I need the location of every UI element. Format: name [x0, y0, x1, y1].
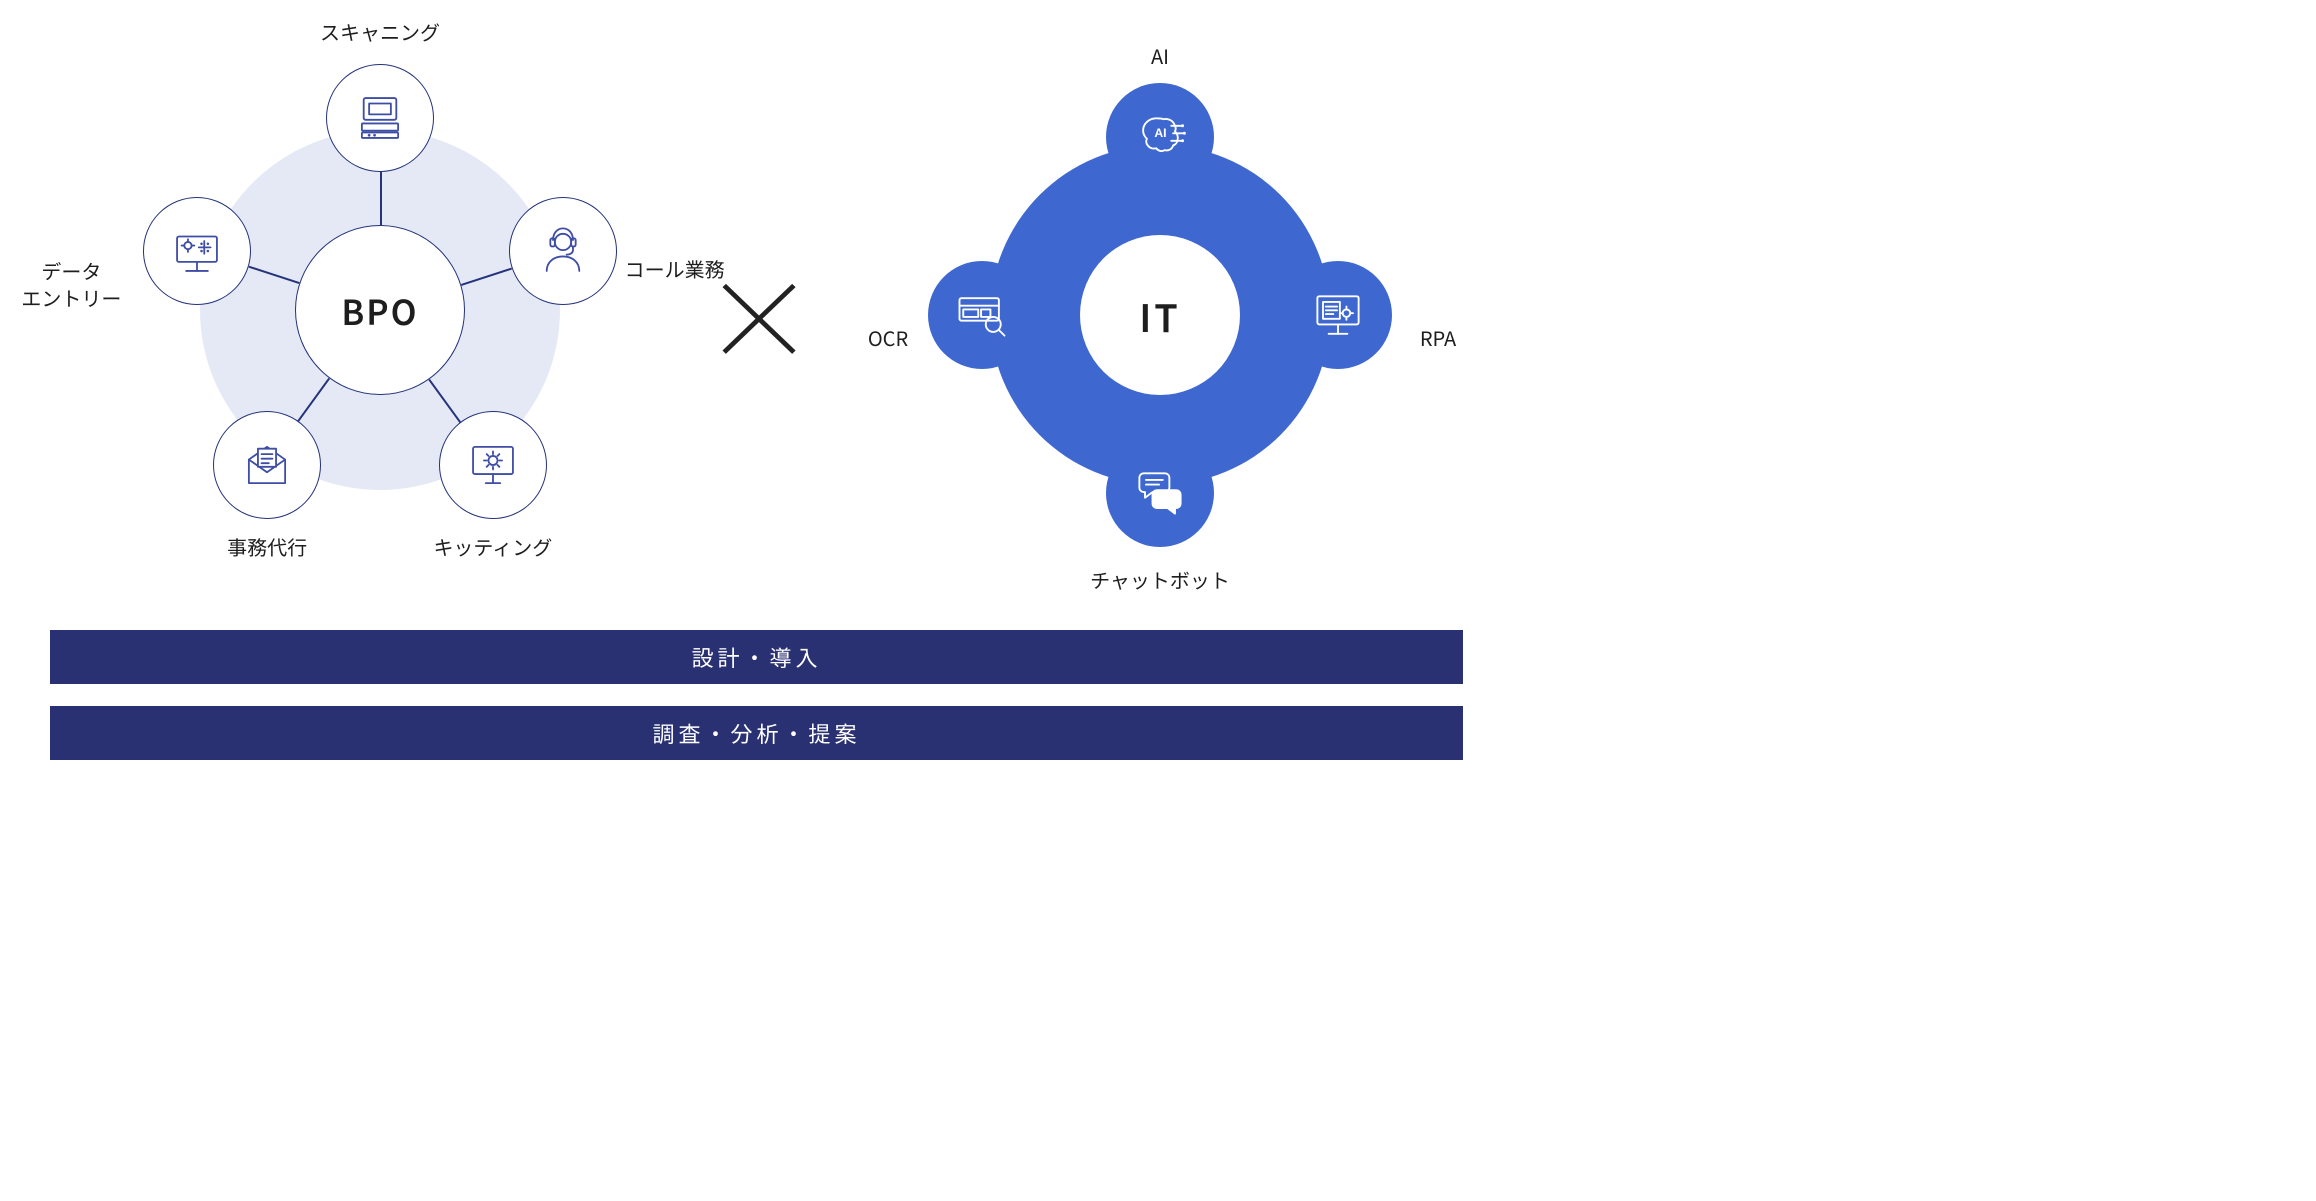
bpo-node-label-dataentry: データ エントリー: [0, 257, 151, 311]
bpo-node-call: [509, 197, 617, 305]
multiply-glyph: ×: [701, 232, 817, 392]
bpo-node-scanning: [326, 64, 434, 172]
bpo-node-label-scanning: スキャニング: [300, 18, 460, 45]
stage-bar-design: 設計・導入: [50, 630, 1463, 684]
bpo-node-label-office: 事務代行: [187, 533, 347, 560]
it-cluster: IT AIAIRPAチャットボットOCR: [880, 45, 1440, 605]
it-node-ocr: [928, 261, 1036, 369]
stage-bar-label: 設計・導入: [691, 641, 821, 673]
stage-bar-label: 調査・分析・提案: [652, 717, 860, 749]
it-node-label-ai: AI: [1070, 41, 1250, 70]
bpo-center-label: BPO: [341, 286, 418, 335]
diagram-stage: BPO スキャニングコール業務キッティング事務代行データ エントリー × IT …: [0, 0, 1513, 784]
it-center-label: IT: [1139, 288, 1181, 343]
svg-text:AI: AI: [1154, 126, 1166, 140]
it-node-ai: AI: [1106, 83, 1214, 191]
it-center-circle: IT: [1080, 235, 1240, 395]
it-node-label-ocr: OCR: [798, 323, 978, 352]
bpo-connector: [380, 172, 382, 225]
bpo-node-label-kitting: キッティング: [413, 533, 573, 560]
bpo-node-dataentry: [143, 197, 251, 305]
bpo-node-kitting: [439, 411, 547, 519]
it-node-chatbot: [1106, 439, 1214, 547]
bpo-cluster: BPO スキャニングコール業務キッティング事務代行データ エントリー: [80, 20, 680, 600]
it-node-rpa: [1284, 261, 1392, 369]
bpo-node-office: [213, 411, 321, 519]
bpo-center-circle: BPO: [295, 225, 465, 395]
stage-bar-research: 調査・分析・提案: [50, 706, 1463, 760]
it-node-label-chatbot: チャットボット: [1070, 565, 1250, 594]
it-node-label-rpa: RPA: [1348, 323, 1528, 352]
